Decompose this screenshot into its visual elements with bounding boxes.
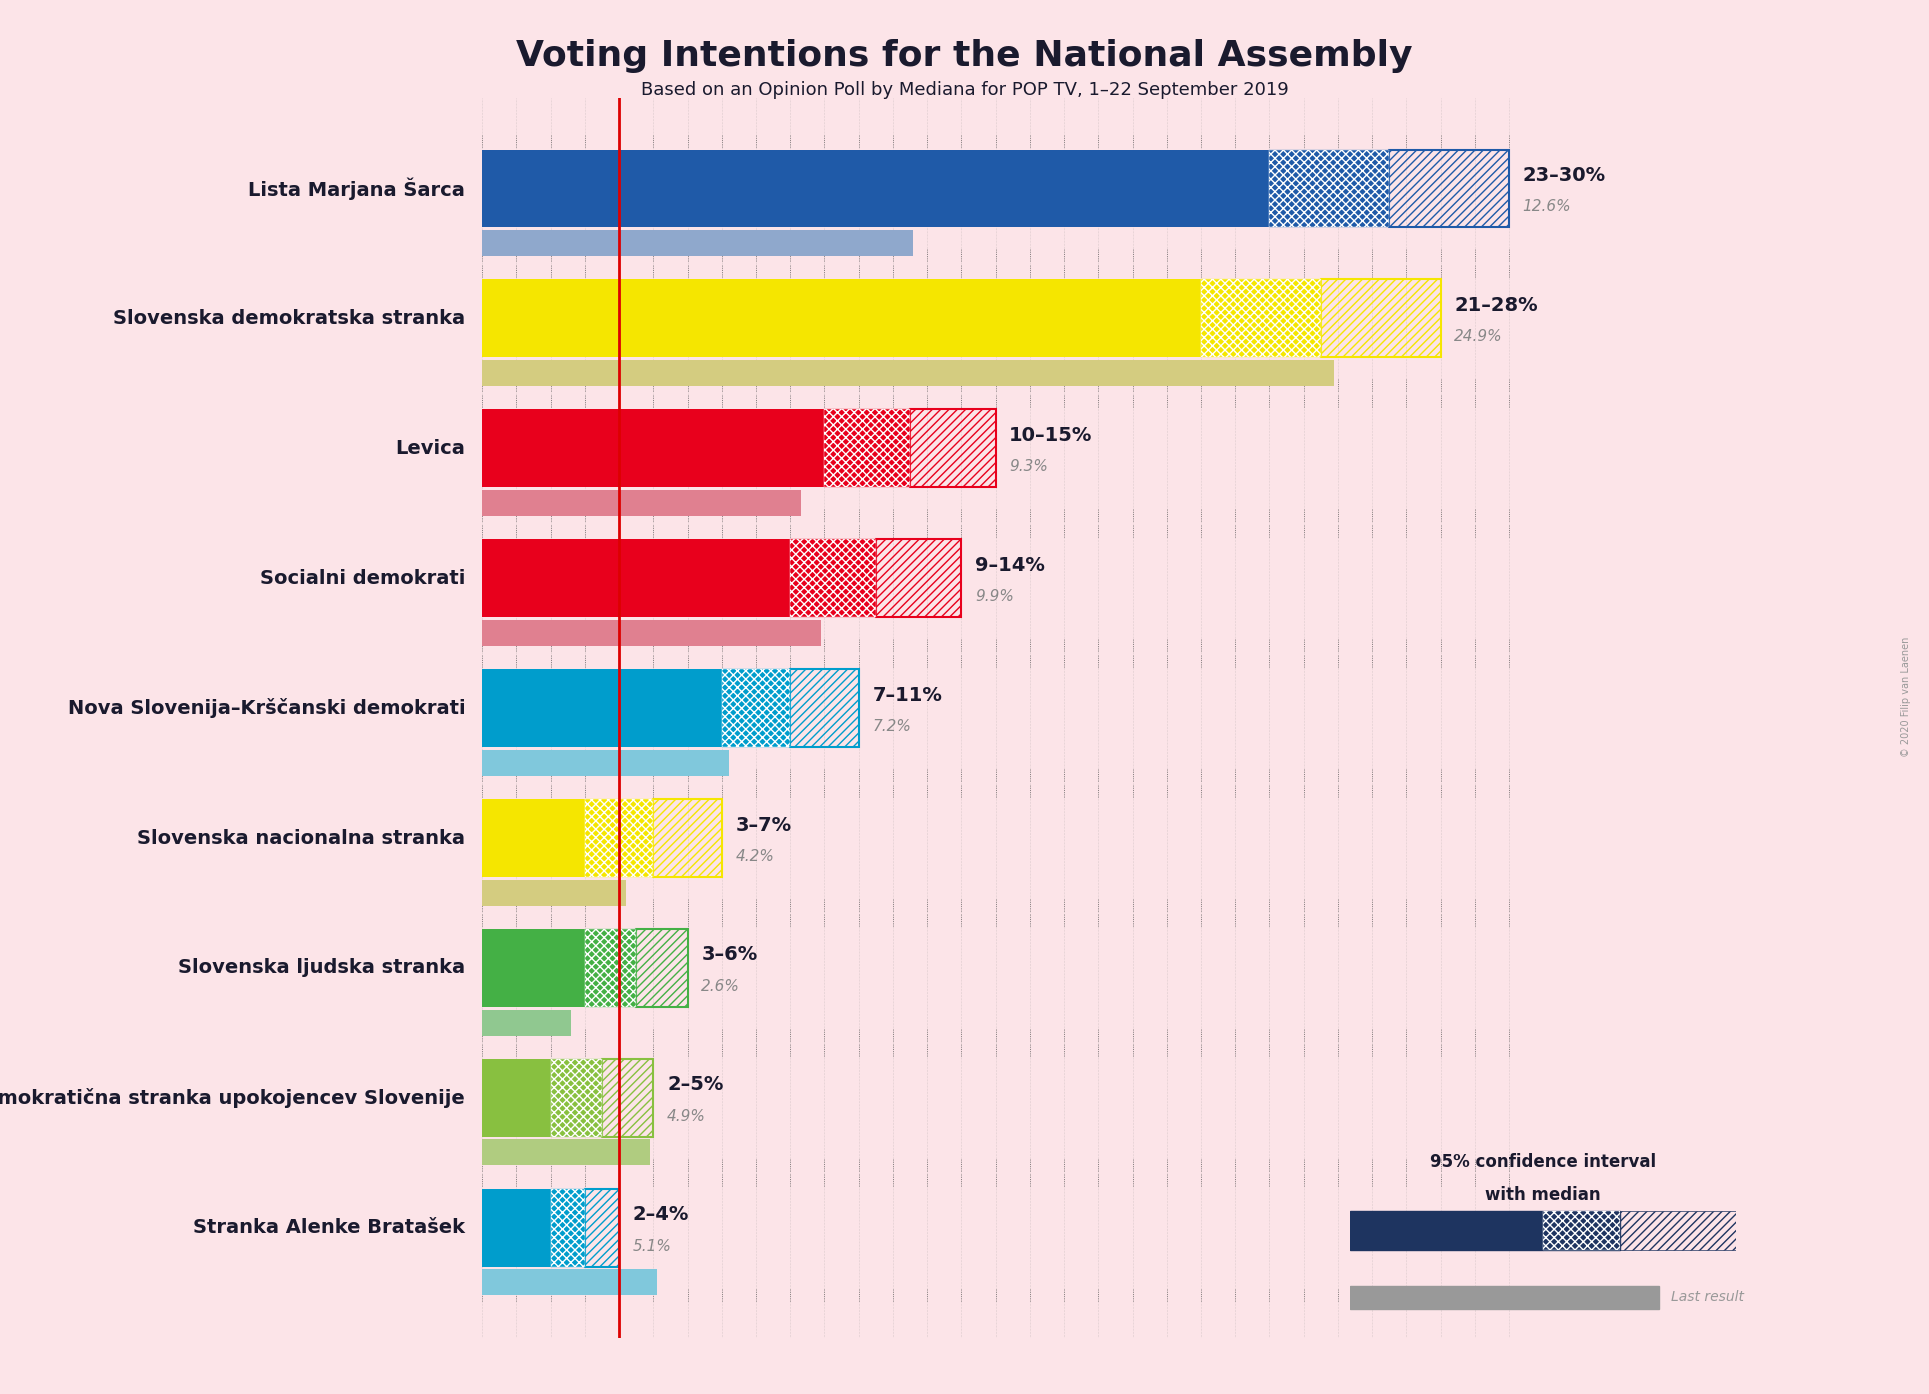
Text: Stranka Alenke Bratašek: Stranka Alenke Bratašek xyxy=(193,1218,465,1238)
Bar xyxy=(1350,1211,1543,1250)
Bar xyxy=(482,669,721,747)
Text: Levica: Levica xyxy=(395,439,465,457)
Bar xyxy=(550,1189,584,1267)
Text: 4.9%: 4.9% xyxy=(667,1108,706,1124)
Text: 21–28%: 21–28% xyxy=(1454,296,1537,315)
Bar xyxy=(482,1270,656,1295)
Text: 7.2%: 7.2% xyxy=(872,719,910,733)
Text: 9–14%: 9–14% xyxy=(974,556,1046,574)
Bar xyxy=(584,1189,619,1267)
Bar xyxy=(791,539,876,618)
Bar xyxy=(584,928,637,1006)
Text: 5.1%: 5.1% xyxy=(633,1238,671,1253)
Text: 7–11%: 7–11% xyxy=(872,686,941,705)
Bar xyxy=(1321,279,1441,357)
Bar xyxy=(1389,149,1508,227)
Bar xyxy=(876,539,961,618)
Text: 3–7%: 3–7% xyxy=(735,815,791,835)
Bar xyxy=(482,1139,650,1165)
Bar xyxy=(824,410,910,488)
Bar xyxy=(791,669,858,747)
Text: Slovenska nacionalna stranka: Slovenska nacionalna stranka xyxy=(137,828,465,848)
Bar xyxy=(791,669,858,747)
Bar xyxy=(637,928,687,1006)
Bar xyxy=(482,620,822,645)
Text: 3–6%: 3–6% xyxy=(702,945,758,965)
Bar xyxy=(1350,1285,1659,1309)
Text: Socialni demokrati: Socialni demokrati xyxy=(260,569,465,588)
Bar xyxy=(791,539,876,618)
Bar xyxy=(654,799,721,877)
Text: Lista Marjana Šarca: Lista Marjana Šarca xyxy=(249,177,465,199)
Bar xyxy=(1202,279,1321,357)
Bar xyxy=(550,1189,584,1267)
Bar xyxy=(654,799,721,877)
Text: Last result: Last result xyxy=(1671,1291,1744,1305)
Text: Voting Intentions for the National Assembly: Voting Intentions for the National Assem… xyxy=(517,39,1412,72)
Bar xyxy=(584,799,654,877)
Text: Based on an Opinion Poll by Mediana for POP TV, 1–22 September 2019: Based on an Opinion Poll by Mediana for … xyxy=(640,81,1289,99)
Bar xyxy=(482,410,824,488)
Bar xyxy=(584,1189,619,1267)
Bar xyxy=(721,669,791,747)
Bar xyxy=(910,410,995,488)
Bar xyxy=(824,410,910,488)
Bar xyxy=(482,880,627,906)
Bar xyxy=(482,489,801,516)
Bar xyxy=(721,669,791,747)
Text: © 2020 Filip van Laenen: © 2020 Filip van Laenen xyxy=(1900,637,1912,757)
Text: 2.6%: 2.6% xyxy=(702,979,741,994)
Text: 2–4%: 2–4% xyxy=(633,1206,689,1224)
Bar xyxy=(637,928,687,1006)
Text: 4.2%: 4.2% xyxy=(735,849,774,864)
Text: 9.3%: 9.3% xyxy=(1009,459,1047,474)
Bar xyxy=(910,410,995,488)
Text: Nova Slovenija–Krščanski demokrati: Nova Slovenija–Krščanski demokrati xyxy=(68,698,465,718)
Bar xyxy=(1321,279,1441,357)
Text: 12.6%: 12.6% xyxy=(1522,199,1572,215)
Text: Slovenska ljudska stranka: Slovenska ljudska stranka xyxy=(177,959,465,977)
Bar xyxy=(482,149,1269,227)
Bar xyxy=(482,230,914,256)
Bar xyxy=(584,799,654,877)
Bar xyxy=(1543,1211,1620,1250)
Text: 23–30%: 23–30% xyxy=(1522,166,1605,185)
Bar xyxy=(482,1009,571,1036)
Bar xyxy=(1389,149,1508,227)
Text: 2–5%: 2–5% xyxy=(667,1075,723,1094)
Bar xyxy=(550,1059,602,1138)
Bar xyxy=(602,1059,654,1138)
Bar xyxy=(482,1189,550,1267)
Bar xyxy=(482,750,729,775)
Text: 10–15%: 10–15% xyxy=(1009,425,1092,445)
Text: with median: with median xyxy=(1485,1186,1601,1204)
Text: 24.9%: 24.9% xyxy=(1454,329,1503,344)
Bar xyxy=(1269,149,1389,227)
Bar xyxy=(1269,149,1389,227)
Text: 95% confidence interval: 95% confidence interval xyxy=(1429,1153,1657,1171)
Bar xyxy=(482,1059,550,1138)
Bar xyxy=(482,799,584,877)
Bar xyxy=(1620,1211,1736,1250)
Text: Slovenska demokratska stranka: Slovenska demokratska stranka xyxy=(114,309,465,328)
Bar xyxy=(482,539,791,618)
Text: 9.9%: 9.9% xyxy=(974,588,1015,604)
Bar xyxy=(482,928,584,1006)
Bar xyxy=(1543,1211,1620,1250)
Bar xyxy=(482,279,1202,357)
Bar xyxy=(1202,279,1321,357)
Text: Demokratična stranka upokojencev Slovenije: Demokratična stranka upokojencev Sloveni… xyxy=(0,1087,465,1108)
Bar xyxy=(550,1059,602,1138)
Bar xyxy=(602,1059,654,1138)
Bar xyxy=(876,539,961,618)
Bar xyxy=(482,360,1335,386)
Bar xyxy=(584,928,637,1006)
